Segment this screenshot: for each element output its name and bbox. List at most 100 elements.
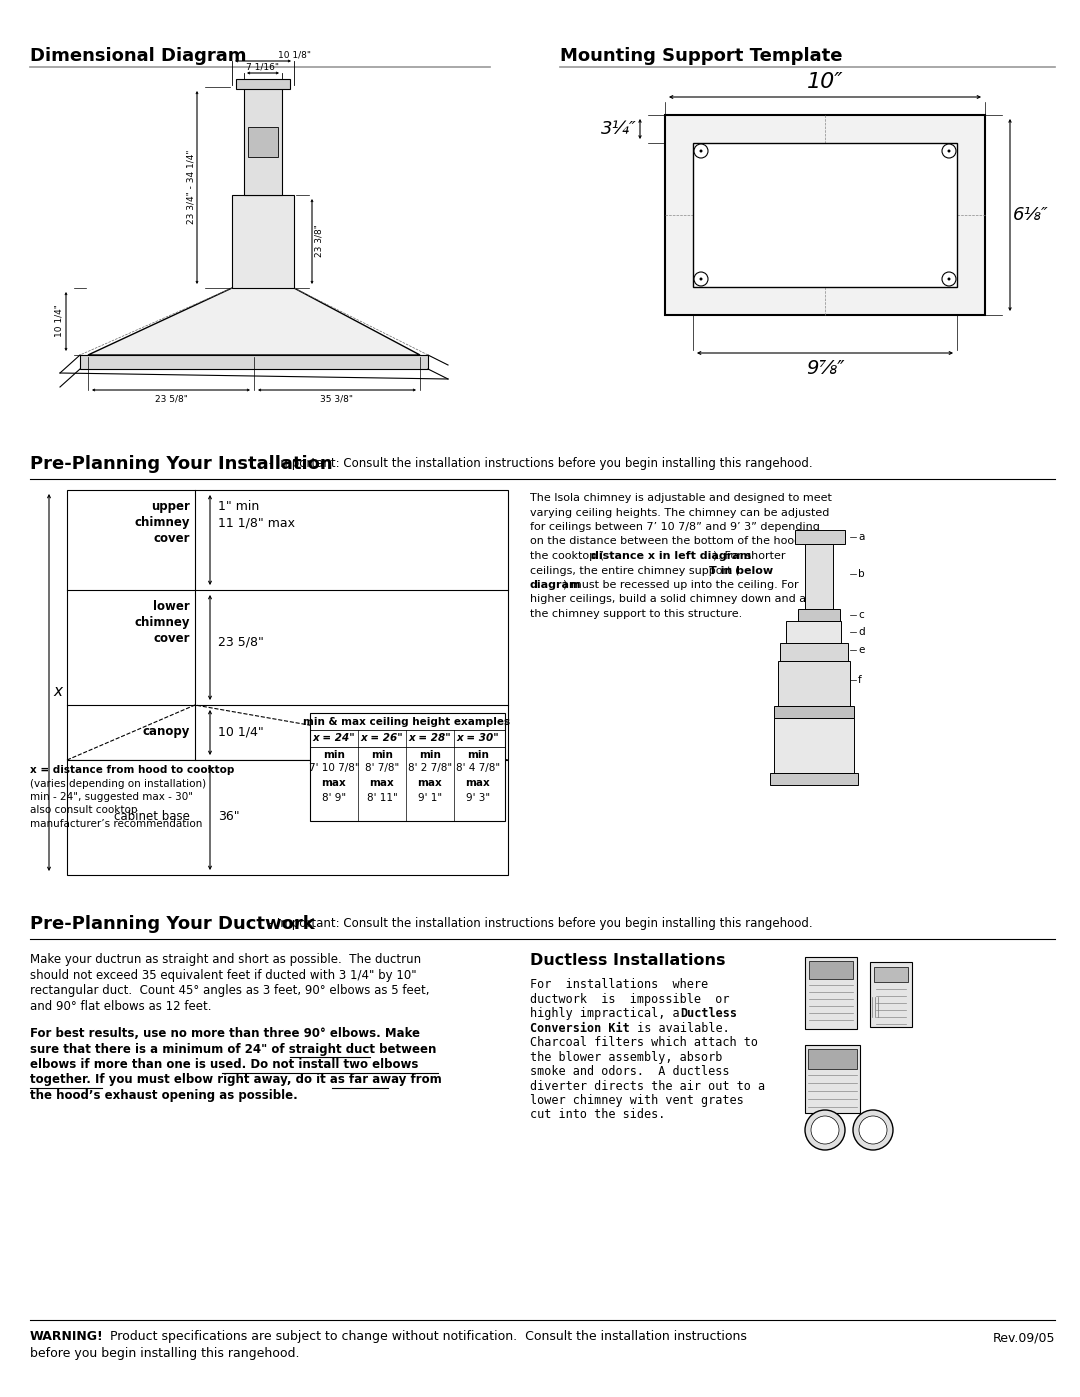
Text: Ductless: Ductless [680, 1007, 737, 1020]
Text: max: max [418, 778, 443, 788]
Circle shape [694, 144, 708, 158]
Text: canopy: canopy [143, 725, 190, 739]
Text: For  installations  where: For installations where [530, 978, 708, 990]
Text: 8' 7/8": 8' 7/8" [365, 763, 400, 773]
Text: cabinet base: cabinet base [114, 810, 190, 823]
Bar [795, 529, 845, 543]
Bar [786, 622, 841, 643]
Bar [237, 80, 291, 89]
Text: min: min [323, 750, 345, 760]
Text: 8' 9": 8' 9" [322, 793, 346, 803]
Circle shape [700, 149, 702, 152]
Text: ) must be recessed up into the ceiling. For: ) must be recessed up into the ceiling. … [563, 580, 798, 590]
Text: 8' 11": 8' 11" [366, 793, 397, 803]
Text: upper
chimney
cover: upper chimney cover [135, 500, 190, 545]
Polygon shape [87, 288, 420, 355]
Text: lower chimney with vent grates: lower chimney with vent grates [530, 1094, 744, 1106]
Text: cut into the sides.: cut into the sides. [530, 1108, 665, 1122]
Text: sure that there is a minimum of 24" of straight duct between: sure that there is a minimum of 24" of s… [30, 1042, 436, 1056]
Text: 35 3/8": 35 3/8" [321, 394, 353, 402]
Text: 11 1/8" max: 11 1/8" max [218, 515, 295, 529]
Bar [80, 355, 428, 369]
Text: Product specifications are subject to change without notification.  Consult the : Product specifications are subject to ch… [102, 1330, 747, 1343]
Text: Ductless Installations: Ductless Installations [530, 953, 726, 968]
Bar [310, 712, 505, 821]
Bar [808, 1049, 858, 1069]
Text: together. If you must elbow right away, do it as far away from: together. If you must elbow right away, … [30, 1073, 442, 1087]
Bar [809, 961, 853, 979]
Bar [798, 609, 840, 622]
Text: 10 1/8": 10 1/8" [278, 50, 311, 59]
Text: x = distance from hood to cooktop: x = distance from hood to cooktop [30, 766, 234, 775]
Text: rectangular duct.  Count 45° angles as 3 feet, 90° elbows as 5 feet,: rectangular duct. Count 45° angles as 3 … [30, 983, 430, 997]
Text: min: min [467, 750, 489, 760]
Bar [870, 963, 912, 1027]
Text: for ceilings between 7’ 10 7/8” and 9’ 3” depending: for ceilings between 7’ 10 7/8” and 9’ 3… [530, 522, 820, 532]
Text: diagram: diagram [530, 580, 581, 590]
Text: x = 24": x = 24" [313, 733, 355, 743]
Circle shape [947, 149, 950, 152]
Circle shape [947, 278, 950, 281]
Text: 9⅞″: 9⅞″ [806, 359, 845, 379]
Text: Charcoal filters which attach to: Charcoal filters which attach to [530, 1037, 758, 1049]
Circle shape [942, 144, 956, 158]
Text: c: c [858, 610, 864, 620]
Text: 9' 3": 9' 3" [465, 793, 490, 803]
Text: the blower assembly, absorb: the blower assembly, absorb [530, 1051, 723, 1063]
Bar [665, 115, 985, 314]
Bar [805, 957, 858, 1030]
Text: 36": 36" [218, 810, 240, 823]
Text: Pre-Planning Your Ductwork: Pre-Planning Your Ductwork [30, 915, 314, 933]
Text: T in below: T in below [708, 566, 772, 576]
Bar [780, 643, 848, 661]
Text: 1" min: 1" min [218, 500, 259, 513]
Text: varying ceiling heights. The chimney can be adjusted: varying ceiling heights. The chimney can… [530, 507, 829, 517]
Text: 23 3/8": 23 3/8" [315, 225, 324, 257]
Text: 9' 1": 9' 1" [418, 793, 442, 803]
Circle shape [694, 272, 708, 286]
Bar [805, 1045, 860, 1113]
Text: 23 5/8": 23 5/8" [218, 636, 264, 648]
Text: Conversion Kit: Conversion Kit [530, 1021, 630, 1035]
Text: Dimensional Diagram: Dimensional Diagram [30, 47, 246, 66]
Bar [770, 773, 858, 785]
Text: smoke and odors.  A ductless: smoke and odors. A ductless [530, 1065, 729, 1078]
Text: elbows if more than one is used. Do not install two elbows: elbows if more than one is used. Do not … [30, 1058, 418, 1071]
Text: ). For shorter: ). For shorter [713, 550, 786, 562]
Text: higher ceilings, build a solid chimney down and attach: higher ceilings, build a solid chimney d… [530, 595, 835, 605]
Text: the cooktop (: the cooktop ( [530, 550, 604, 562]
Text: is available.: is available. [630, 1021, 730, 1035]
Text: 7 1/16": 7 1/16" [246, 61, 280, 71]
Text: min: min [419, 750, 441, 760]
Bar [248, 127, 278, 156]
Text: on the distance between the bottom of the hood and: on the distance between the bottom of th… [530, 536, 826, 546]
Text: 8' 2 7/8": 8' 2 7/8" [408, 763, 453, 773]
Bar [67, 490, 508, 760]
Text: before you begin installing this rangehood.: before you begin installing this rangeho… [30, 1347, 299, 1361]
Text: - Important: Consult the installation instructions before you begin installing t: - Important: Consult the installation in… [265, 916, 812, 930]
Bar [67, 760, 508, 875]
Circle shape [811, 1116, 839, 1144]
Text: 10 1/4": 10 1/4" [55, 305, 64, 338]
Text: diverter directs the air out to a: diverter directs the air out to a [530, 1080, 765, 1092]
Text: x = 26": x = 26" [361, 733, 403, 743]
Text: (varies depending on installation)
min - 24", suggested max - 30"
also consult c: (varies depending on installation) min -… [30, 780, 206, 828]
Bar [693, 142, 957, 286]
Text: 10 1/4": 10 1/4" [218, 725, 264, 739]
Circle shape [859, 1116, 887, 1144]
Circle shape [942, 272, 956, 286]
Bar [874, 967, 908, 982]
Text: WARNING!: WARNING! [30, 1330, 104, 1343]
Text: b: b [858, 569, 865, 578]
Circle shape [700, 278, 702, 281]
Text: max: max [465, 778, 490, 788]
Text: x: x [53, 685, 62, 700]
Text: The Isola chimney is adjustable and designed to meet: The Isola chimney is adjustable and desi… [530, 493, 832, 503]
Text: the chimney support to this structure.: the chimney support to this structure. [530, 609, 742, 619]
Text: the hood’s exhaust opening as possible.: the hood’s exhaust opening as possible. [30, 1090, 298, 1102]
Bar [778, 661, 850, 705]
Text: max: max [322, 778, 347, 788]
Text: 3¼″: 3¼″ [602, 120, 637, 138]
Text: 23 5/8": 23 5/8" [154, 394, 188, 402]
Text: distance x in left diagram: distance x in left diagram [591, 550, 752, 562]
